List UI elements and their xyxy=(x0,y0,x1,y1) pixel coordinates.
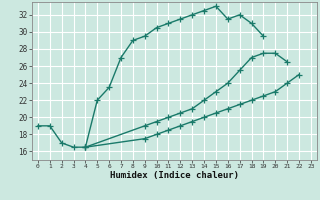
X-axis label: Humidex (Indice chaleur): Humidex (Indice chaleur) xyxy=(110,171,239,180)
